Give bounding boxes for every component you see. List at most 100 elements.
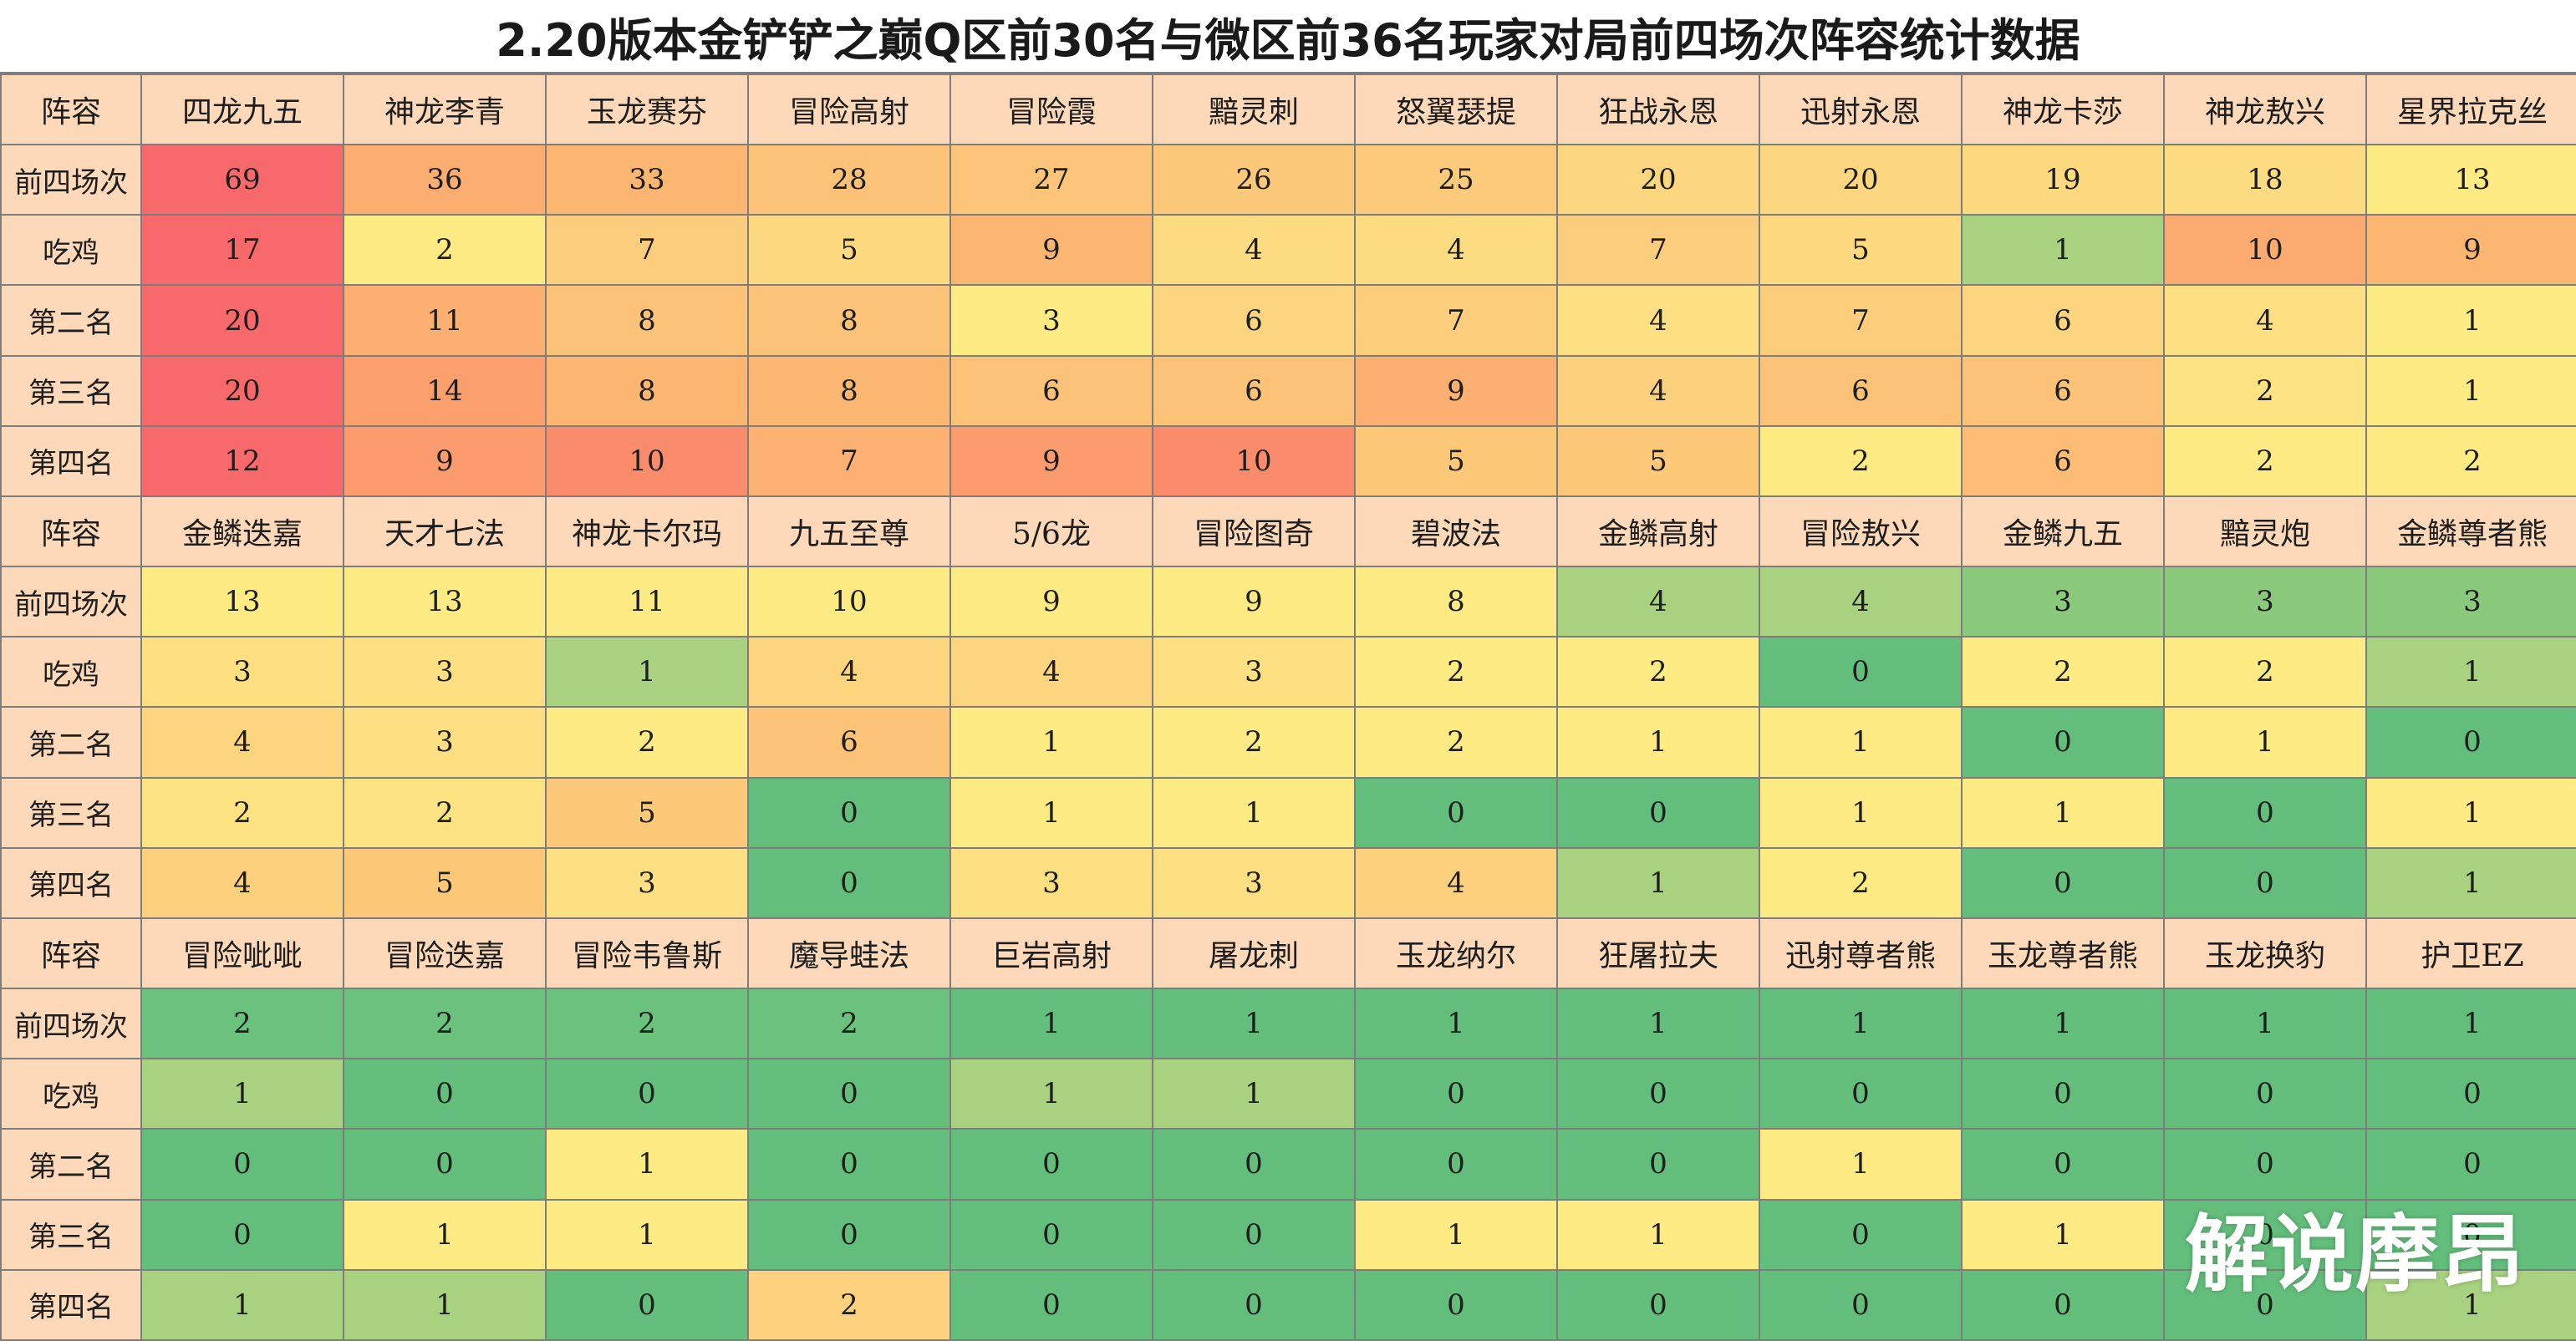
stat-value-cell: 1 — [1152, 988, 1356, 1060]
stat-value-cell: 11 — [545, 566, 749, 638]
stat-value-cell: 4 — [1152, 214, 1356, 287]
stat-value-cell: 4 — [1759, 566, 1963, 638]
row-label: 第三名 — [0, 1198, 142, 1271]
stat-value-cell: 1 — [545, 1198, 749, 1271]
lineup-name-cell: 金鳞迭嘉 — [140, 495, 344, 568]
stat-value-cell: 1 — [949, 988, 1153, 1060]
stat-value-cell: 6 — [949, 354, 1153, 427]
stat-value-cell: 3 — [949, 846, 1153, 919]
lineup-name-cell: 玉龙纳尔 — [1354, 917, 1558, 990]
lineup-name-cell: 神龙卡莎 — [1961, 73, 2165, 146]
stat-value-cell: 1 — [2163, 988, 2367, 1060]
stat-value-cell: 2 — [343, 776, 547, 849]
stat-value-cell: 1 — [1556, 706, 1760, 779]
row-label: 第三名 — [0, 354, 142, 427]
stat-value-cell: 3 — [2163, 566, 2367, 638]
stat-value-cell: 7 — [1556, 214, 1760, 287]
stat-value-cell: 0 — [1354, 1058, 1558, 1130]
stat-value-cell: 9 — [2365, 214, 2576, 287]
stat-value-cell: 14 — [343, 354, 547, 427]
stat-value-cell: 6 — [1961, 354, 2165, 427]
stat-value-cell: 0 — [343, 1058, 547, 1130]
stat-row: 第四名 4 5 3 0 3 3 4 1 2 0 0 1 — [0, 846, 2576, 919]
stat-value-cell: 10 — [747, 566, 951, 638]
stat-value-cell: 0 — [2163, 1198, 2367, 1271]
stat-value-cell: 0 — [2365, 1058, 2576, 1130]
stat-value-cell: 0 — [545, 1268, 749, 1341]
stat-value-cell: 4 — [140, 706, 344, 779]
stat-value-cell: 17 — [140, 214, 344, 287]
row-label: 吃鸡 — [0, 214, 142, 287]
stat-value-cell: 0 — [949, 1268, 1153, 1341]
stat-value-cell: 0 — [1759, 1058, 1963, 1130]
stat-value-cell: 3 — [949, 284, 1153, 357]
stat-value-cell: 0 — [949, 1198, 1153, 1271]
stat-value-cell: 1 — [1759, 776, 1963, 849]
stat-value-cell: 0 — [747, 1198, 951, 1271]
stat-value-cell: 7 — [545, 214, 749, 287]
stat-value-cell: 13 — [343, 566, 547, 638]
stat-value-cell: 69 — [140, 144, 344, 216]
row-label: 吃鸡 — [0, 636, 142, 709]
lineup-name-cell: 碧波法 — [1354, 495, 1558, 568]
lineup-name-cell: 怒翼瑟提 — [1354, 73, 1558, 146]
stat-value-cell: 1 — [2163, 706, 2367, 779]
stat-value-cell: 6 — [747, 706, 951, 779]
stat-row: 第二名 4 3 2 6 1 2 2 1 1 0 1 0 — [0, 706, 2576, 779]
stat-value-cell: 2 — [747, 988, 951, 1060]
stat-value-cell: 2 — [1354, 636, 1558, 709]
stat-value-cell: 9 — [1354, 354, 1558, 427]
stat-row: 吃鸡 1 0 0 0 1 1 0 0 0 0 0 0 — [0, 1058, 2576, 1130]
lineup-name-cell: 天才七法 — [343, 495, 547, 568]
stat-value-cell: 0 — [1961, 1128, 2165, 1201]
lineup-name-cell: 冒险高射 — [747, 73, 951, 146]
stat-row: 第三名 0 1 1 0 0 0 1 1 0 1 0 0 — [0, 1198, 2576, 1271]
lineup-name-cell: 玉龙赛芬 — [545, 73, 749, 146]
stat-value-cell: 2 — [2365, 424, 2576, 497]
stat-value-cell: 9 — [949, 566, 1153, 638]
lineup-name-cell: 冒险霞 — [949, 73, 1153, 146]
stat-value-cell: 0 — [1556, 1268, 1760, 1341]
stat-value-cell: 2 — [1759, 846, 1963, 919]
stat-value-cell: 4 — [1556, 284, 1760, 357]
lineup-name-cell: 神龙李青 — [343, 73, 547, 146]
stat-value-cell: 1 — [949, 706, 1153, 779]
stat-value-cell: 8 — [545, 284, 749, 357]
stat-value-cell: 5 — [1759, 214, 1963, 287]
lineup-name-cell: 魔导蛙法 — [747, 917, 951, 990]
stat-value-cell: 7 — [1759, 284, 1963, 357]
stat-value-cell: 0 — [1961, 846, 2165, 919]
stat-value-cell: 4 — [949, 636, 1153, 709]
lineup-name-cell: 金鳞九五 — [1961, 495, 2165, 568]
stat-value-cell: 7 — [1354, 284, 1558, 357]
lineup-name-cell: 星界拉克丝 — [2365, 73, 2576, 146]
stat-value-cell: 1 — [1759, 706, 1963, 779]
stat-value-cell: 6 — [1152, 354, 1356, 427]
stat-row: 前四场次 13 13 11 10 9 9 8 4 4 3 3 3 — [0, 566, 2576, 638]
stat-value-cell: 1 — [1961, 988, 2165, 1060]
stat-value-cell: 4 — [1354, 214, 1558, 287]
stat-value-cell: 2 — [2163, 354, 2367, 427]
stat-value-cell: 2 — [1556, 636, 1760, 709]
stat-value-cell: 12 — [140, 424, 344, 497]
stat-value-cell: 0 — [2163, 776, 2367, 849]
stat-value-cell: 3 — [1152, 636, 1356, 709]
stat-value-cell: 5 — [1556, 424, 1760, 497]
stat-value-cell: 1 — [545, 1128, 749, 1201]
stat-value-cell: 2 — [545, 706, 749, 779]
stat-value-cell: 1 — [1152, 776, 1356, 849]
stat-value-cell: 10 — [2163, 214, 2367, 287]
stat-value-cell: 1 — [1961, 1198, 2165, 1271]
stat-value-cell: 1 — [140, 1268, 344, 1341]
stat-value-cell: 3 — [1961, 566, 2165, 638]
stat-row: 第四名 12 9 10 7 9 10 5 5 2 6 2 2 — [0, 424, 2576, 497]
stat-value-cell: 0 — [545, 1058, 749, 1130]
stat-value-cell: 4 — [1354, 846, 1558, 919]
stat-value-cell: 1 — [1759, 1128, 1963, 1201]
stat-value-cell: 8 — [747, 354, 951, 427]
stat-value-cell: 7 — [747, 424, 951, 497]
stat-value-cell: 13 — [2365, 144, 2576, 216]
lineup-name-cell: 九五至尊 — [747, 495, 951, 568]
stat-value-cell: 18 — [2163, 144, 2367, 216]
stat-value-cell: 5 — [343, 846, 547, 919]
